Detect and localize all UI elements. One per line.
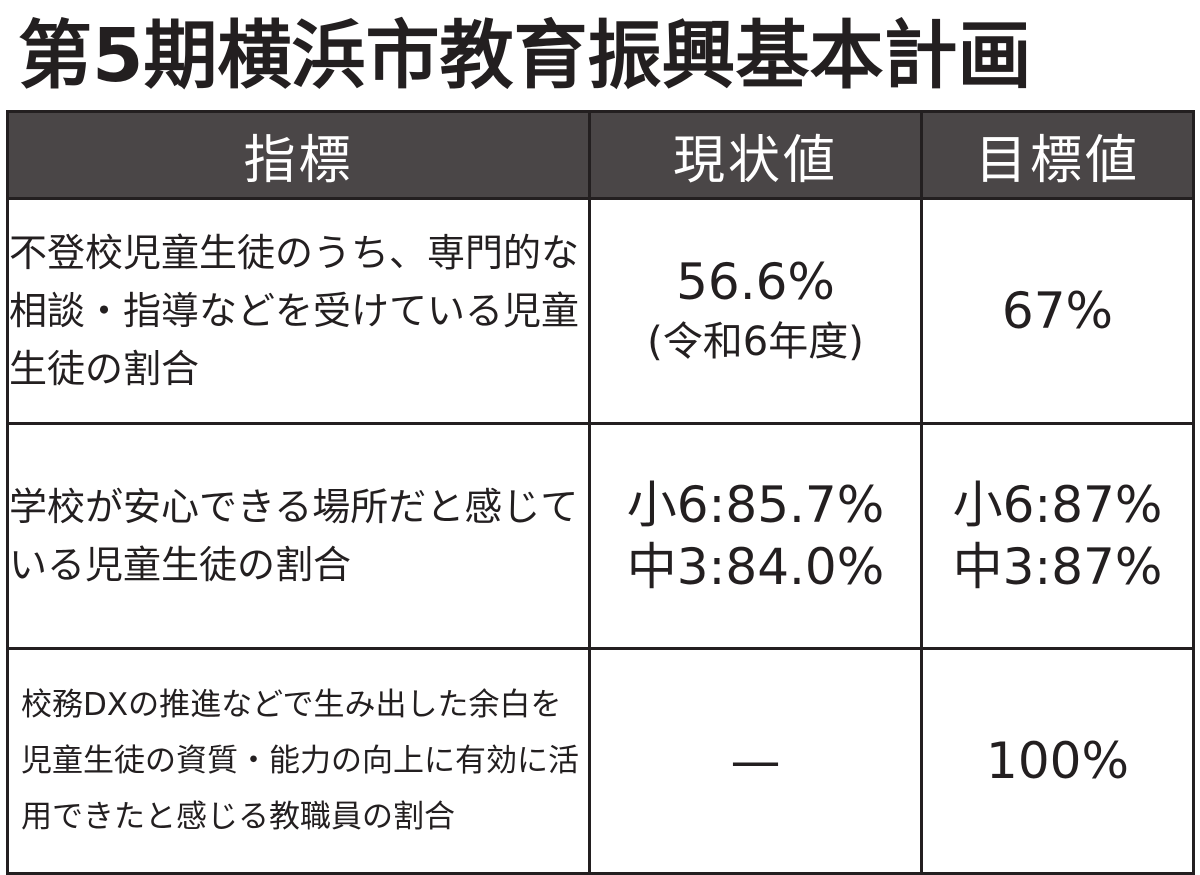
target-value: 100%: [986, 732, 1129, 790]
indicator-cell: 不登校児童生徒のうち、専門的な相談・指導などを受けている児童生徒の割合: [6, 197, 591, 425]
current-value-cell: 56.6% (令和6年度): [588, 197, 923, 425]
current-value-note: (令和6年度): [647, 319, 864, 365]
current-value-cell: —: [588, 647, 923, 875]
table-row: 校務DXの推進などで生み出した余白を児童生徒の資質・能力の向上に有効に活用できた…: [6, 647, 1195, 875]
current-value-elementary: 小6:85.7%: [626, 476, 885, 534]
indicator-table: 指標 現状値 目標値 不登校児童生徒のうち、専門的な相談・指導などを受けている児…: [6, 110, 1195, 875]
current-value: 56.6%: [676, 253, 835, 311]
target-value-cell: 100%: [920, 647, 1195, 875]
indicator-cell: 学校が安心できる場所だと感じている児童生徒の割合: [6, 422, 591, 650]
header-target-value: 目標値: [920, 110, 1195, 200]
indicator-cell: 校務DXの推進などで生み出した余白を児童生徒の資質・能力の向上に有効に活用できた…: [6, 647, 591, 875]
current-value-junior-high: 中3:84.0%: [626, 538, 885, 596]
table-header-row: 指標 現状値 目標値: [6, 110, 1195, 200]
current-value-cell: 小6:85.7% 中3:84.0%: [588, 422, 923, 650]
target-value-junior-high: 中3:87%: [952, 538, 1163, 596]
target-value-elementary: 小6:87%: [952, 476, 1163, 534]
target-value-cell: 67%: [920, 197, 1195, 425]
header-indicator: 指標: [6, 110, 591, 200]
table-row: 学校が安心できる場所だと感じている児童生徒の割合 小6:85.7% 中3:84.…: [6, 422, 1195, 650]
target-value-cell: 小6:87% 中3:87%: [920, 422, 1195, 650]
current-value-none: —: [730, 732, 781, 790]
table-row: 不登校児童生徒のうち、専門的な相談・指導などを受けている児童生徒の割合 56.6…: [6, 197, 1195, 425]
target-value: 67%: [1001, 282, 1114, 340]
header-current-value: 現状値: [588, 110, 923, 200]
page-title: 第5期横浜市教育振興基本計画: [18, 13, 1032, 99]
